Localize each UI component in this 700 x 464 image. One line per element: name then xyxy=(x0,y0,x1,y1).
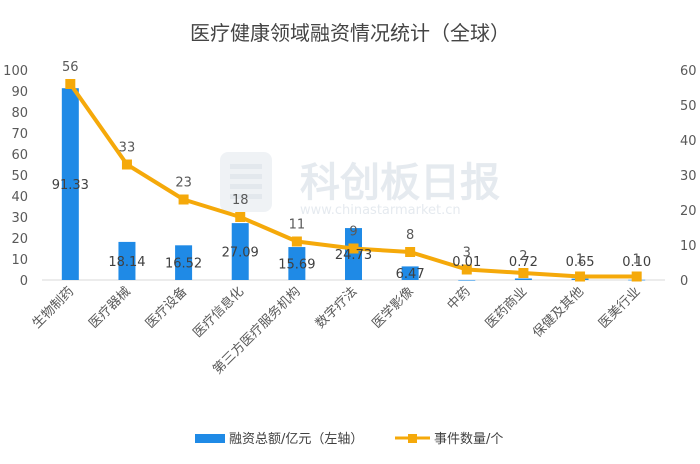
line-data-label: 8 xyxy=(406,228,414,243)
bar xyxy=(288,247,306,280)
line-marker xyxy=(121,159,132,170)
bar-data-label: 91.33 xyxy=(52,178,89,193)
y-right-tick-label: 60 xyxy=(680,64,697,79)
legend-bar-label: 融资总额/亿元（左轴） xyxy=(229,432,363,447)
category-label: 保健及其他 xyxy=(530,284,587,341)
y-left-tick-label: 80 xyxy=(11,106,28,121)
bar xyxy=(61,88,79,280)
y-right-tick-label: 20 xyxy=(680,204,697,219)
line-data-label: 2 xyxy=(519,249,527,264)
y-right-tick-label: 0 xyxy=(680,274,688,289)
bar-data-label: 24.73 xyxy=(335,248,372,263)
line-marker xyxy=(65,79,76,89)
bar-data-label: 27.09 xyxy=(222,246,259,261)
y-left-tick-label: 0 xyxy=(20,274,28,289)
legend: 融资总额/亿元（左轴） 事件数量/个 xyxy=(195,432,503,447)
watermark-text: 科创板日报 xyxy=(300,160,500,206)
y-left-tick-label: 60 xyxy=(11,148,28,163)
bar xyxy=(175,245,193,280)
line-marker xyxy=(291,236,302,247)
data-labels: 91.33 18.14 16.52 27.09 15.69 24.73 6.47 0.01 0.… xyxy=(52,60,651,282)
bar xyxy=(458,279,476,281)
bars xyxy=(61,88,646,281)
bar-data-label: 0.01 xyxy=(452,255,481,270)
chart-title: 医疗健康领域融资情况统计（全球） xyxy=(190,21,510,45)
bar-data-label: 16.52 xyxy=(165,257,202,272)
category-label: 中药 xyxy=(445,284,474,313)
line-data-label: 56 xyxy=(62,60,79,75)
y-right-tick-label: 10 xyxy=(680,239,697,254)
bar xyxy=(401,266,419,280)
category-label: 生物制药 xyxy=(30,284,77,331)
line-data-label: 1 xyxy=(576,253,584,268)
line-marker xyxy=(348,243,359,254)
y-left-tick-label: 100 xyxy=(3,64,28,79)
y-left-tick-label: 30 xyxy=(11,211,28,226)
y-left-tick-label: 50 xyxy=(11,169,28,184)
line-marker xyxy=(575,271,586,282)
line-marker xyxy=(178,194,189,205)
line-marker xyxy=(405,247,416,257)
y-right-tick-label: 50 xyxy=(680,99,697,114)
line-marker xyxy=(235,212,246,222)
watermark: 科创板日报 www.chinastarmarket.cn xyxy=(220,152,500,218)
legend-bar-swatch xyxy=(195,434,225,443)
bar-data-label: 18.14 xyxy=(108,255,145,270)
y-left-tick-label: 10 xyxy=(11,253,28,268)
y-left-tick-label: 70 xyxy=(11,127,28,142)
category-label: 医疗信息化 xyxy=(190,284,247,341)
line-marker xyxy=(461,264,472,275)
line-marker xyxy=(518,268,529,278)
legend-line-marker xyxy=(408,434,417,443)
bar-data-label: 15.69 xyxy=(278,258,315,273)
line-data-label: 9 xyxy=(349,225,357,240)
bar xyxy=(118,241,136,280)
legend-line-label: 事件数量/个 xyxy=(434,432,503,447)
bar-data-label: 6.47 xyxy=(396,267,425,282)
watermark-subtext: www.chinastarmarket.cn xyxy=(300,203,461,218)
category-label: 医学影像 xyxy=(369,284,417,332)
y-left-tick-label: 90 xyxy=(11,85,28,100)
category-label: 医美行业 xyxy=(596,284,643,331)
y-left-tick-label: 40 xyxy=(11,190,28,205)
axes: 0 10 20 30 40 50 60 70 80 90 100 0 10 20 30 40 50 60 xyxy=(3,64,696,289)
category-label: 数字疗法 xyxy=(313,284,360,331)
bar xyxy=(514,278,532,280)
category-label: 医疗设备 xyxy=(142,284,190,332)
line-data-label: 23 xyxy=(175,176,192,191)
bar xyxy=(345,228,362,280)
line-data-label: 11 xyxy=(289,218,306,233)
y-left-tick-label: 20 xyxy=(11,232,28,247)
line-data-label: 18 xyxy=(232,193,249,208)
category-label: 医药商业 xyxy=(483,284,530,331)
bar-data-label: 0.72 xyxy=(509,255,538,270)
newspaper-logo-icon xyxy=(220,152,272,212)
category-label: 医疗器械 xyxy=(86,284,133,331)
y-right-tick-label: 40 xyxy=(680,134,697,149)
bar xyxy=(231,223,249,280)
line-data-label: 1 xyxy=(633,253,641,268)
bar-data-label: 0.65 xyxy=(566,255,595,270)
line-series xyxy=(65,79,642,282)
y-right-tick-label: 30 xyxy=(680,169,697,184)
bar-data-label: 0.10 xyxy=(622,255,651,270)
line-data-label: 33 xyxy=(119,141,136,156)
line-data-label: 3 xyxy=(463,246,471,261)
line-marker xyxy=(631,271,642,282)
